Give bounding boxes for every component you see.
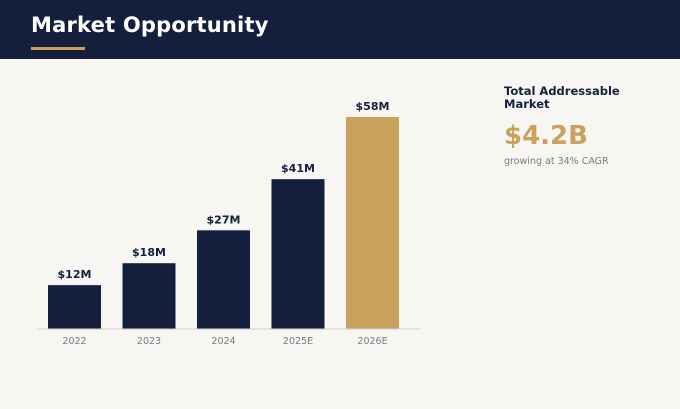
header-bar: Market Opportunity [0,0,680,59]
x-tick-label-2025e: 2025E [283,336,313,347]
data-label-2026e: $58M [356,100,390,113]
x-tick-label-2022: 2022 [62,336,86,347]
bar-2025e [271,179,325,329]
bar-2024 [197,230,250,329]
page-title: Market Opportunity [31,13,269,37]
bar-chart: $12M 2022 $18M 2023 $27M 2024 $41M 2025E $58M 202… [37,100,420,347]
bar-2023 [122,263,176,329]
bar-2026e [346,117,399,329]
bar-2022 [48,285,101,329]
data-label-2025e: $41M [281,162,315,175]
title-accent-line [31,47,85,50]
data-label-2024: $27M [207,213,241,226]
summary-panel: Total Addressable Market $4.2B growing a… [504,84,664,168]
data-label-2022: $12M [58,268,92,281]
summary-value: $4.2B [504,121,588,151]
summary-label: Total Addressable Market [504,84,620,111]
x-tick-label-2026e: 2026E [357,336,387,347]
data-label-2023: $18M [132,246,166,259]
x-tick-label-2023: 2023 [137,336,161,347]
x-tick-label-2024: 2024 [211,336,235,347]
summary-note: growing at 34% CAGR [504,156,609,167]
